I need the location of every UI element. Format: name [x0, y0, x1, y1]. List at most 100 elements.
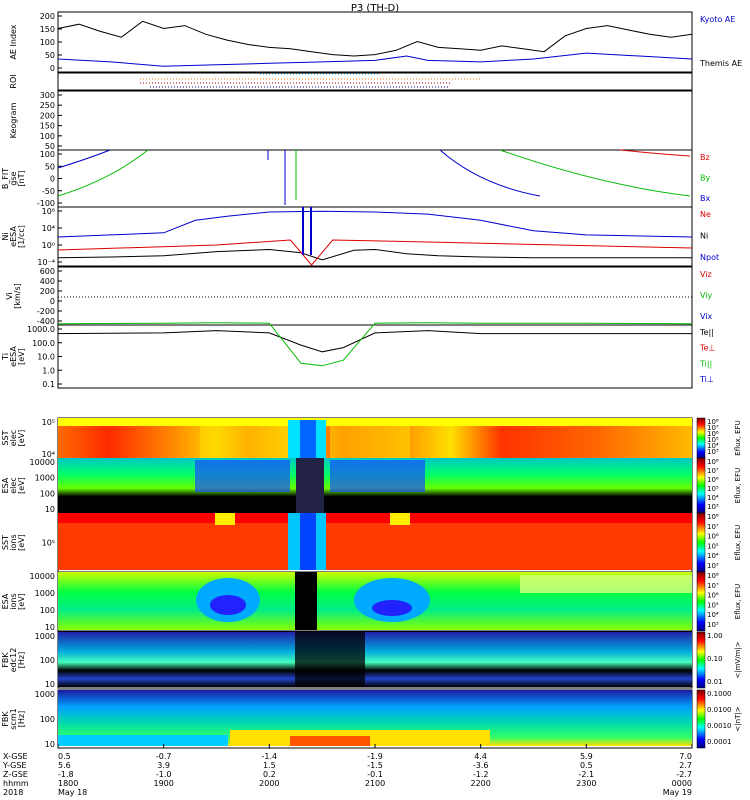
ylabel: Vi — [5, 292, 14, 300]
ytick-label: 10000 — [30, 458, 55, 467]
xaxis-value: 0.5 — [580, 761, 593, 770]
legend-entry: Ne — [700, 210, 711, 219]
ytick-label: 1.0 — [42, 366, 55, 375]
colorbar-tick: 0.01 — [707, 678, 723, 686]
xaxis-row-label: hhmm — [3, 779, 29, 788]
colorbar-tick: 1.00 — [707, 632, 723, 640]
ylabel: B_FIT — [1, 168, 10, 189]
ylabel: ROI — [9, 74, 18, 88]
colorbar-label: Eflux, EFU — [734, 468, 742, 503]
xaxis-value: -2.1 — [579, 770, 595, 779]
legend-entry: Npot — [700, 253, 719, 262]
series-bx2 — [439, 149, 541, 197]
ylabel: [Hz] — [17, 711, 26, 727]
xaxis-value: -1.4 — [262, 752, 278, 761]
legend-entry: By — [700, 174, 710, 183]
series-kyotoae — [57, 52, 693, 67]
colorbar-label: <|mV/m|> — [734, 641, 742, 678]
xaxis-value: 0.5 — [58, 752, 71, 761]
ytick-label: 0 — [50, 175, 55, 184]
colorbar-label: Eflux, EFU — [734, 584, 742, 619]
panel-frame — [57, 206, 693, 267]
ylabel: elec — [9, 477, 18, 493]
colorbar-label: Eflux, EFU — [734, 420, 742, 455]
ytick-label: 1000 — [35, 589, 55, 598]
xaxis-value: 1900 — [153, 779, 173, 788]
ytick-label: 10⁵ — [42, 539, 55, 548]
ylabel: [Hz] — [17, 652, 26, 668]
xaxis-value: 2300 — [576, 779, 596, 788]
ytick-label: 10⁴ — [42, 224, 55, 233]
ytick-label: 200 — [40, 12, 55, 21]
page-title: P3 (TH-D) — [351, 3, 399, 14]
colorbar-tick: 0.1000 — [707, 690, 732, 698]
ylabel: [eV] — [17, 477, 26, 494]
colorbar-tick: 10⁵ — [707, 542, 719, 550]
ylabel: Ti — [1, 353, 10, 361]
ytick-label: 1000 — [35, 474, 55, 483]
colorbar-tick: 10⁶ — [707, 533, 719, 541]
colorbar-tick: 10⁴ — [707, 442, 719, 450]
ytick-label: -100 — [37, 199, 55, 208]
xaxis-row-label: Y-GSE — [2, 761, 26, 770]
series-by — [57, 149, 149, 197]
panel-frame — [57, 324, 693, 389]
ylabel: [km/s] — [13, 283, 22, 309]
colorbar-tick: 10³ — [707, 621, 719, 629]
colorbar-scale — [696, 457, 706, 514]
ytick-label: 10.0 — [37, 353, 55, 362]
ytick-label: 10⁸ — [42, 207, 55, 216]
ytick-label: 150 — [40, 25, 55, 34]
ytick-label: 1000 — [35, 632, 55, 641]
series-by2 — [499, 149, 691, 197]
ylabel: scm1 — [9, 708, 18, 729]
xaxis-value: -1.5 — [367, 761, 383, 770]
colorbar-tick: 10⁴ — [707, 552, 719, 560]
x-axis: X-GSEY-GSEZ-GSEhhmm20180.55.6-1.81800May… — [2, 744, 693, 797]
colorbar-tick: 10⁶ — [707, 476, 719, 484]
roi-bars — [140, 73, 480, 88]
ytick-label: 50 — [45, 162, 55, 171]
xaxis-value: May 18 — [58, 788, 87, 797]
legend-entry: Viy — [700, 291, 713, 300]
ylabel: gse — [9, 171, 18, 185]
ytick-label: 10⁴ — [42, 450, 55, 459]
colorbar-tick: 10⁴ — [707, 611, 719, 619]
xaxis-value: 2000 — [259, 779, 279, 788]
xaxis-row-label: Z-GSE — [3, 770, 28, 779]
colorbar-scale — [696, 417, 706, 459]
xaxis-value: May 19 — [663, 788, 692, 797]
panel-bfit: B_FIT gse [nT] 100 50 0 -50 -100 Bz By Bx — [1, 149, 710, 208]
colorbar-tick: 10³ — [707, 562, 719, 570]
legend-entry: Bx — [700, 194, 710, 203]
ytick-label: 10 — [45, 740, 55, 749]
ylabel: eESA — [9, 226, 18, 247]
legend-entry: Themis AE — [699, 59, 742, 68]
ytick-label: 100.0 — [32, 339, 55, 348]
colorbar-tick: 10⁵ — [707, 436, 719, 444]
ytick-label: 400 — [40, 277, 55, 286]
legend-entry: Te|| — [699, 328, 714, 337]
colorbar-tick: 10⁷ — [707, 424, 719, 432]
ytick-label: 100 — [40, 606, 55, 615]
legend-entry: Ti⊥ — [699, 375, 714, 384]
panel-roi: ROI — [9, 72, 693, 91]
colorbar-scale — [696, 571, 706, 632]
colorbar-tick: 10⁸ — [707, 418, 719, 426]
ylabel: elec — [9, 430, 18, 446]
xaxis-value: 1.5 — [263, 761, 276, 770]
ylabel: Keogram — [9, 102, 18, 138]
ylabel: edc12 — [9, 648, 18, 673]
ytick-label: 10 — [45, 505, 55, 514]
colorbar-tick: 10³ — [707, 503, 719, 511]
ytick-label: 250 — [40, 101, 55, 110]
ylabel: SST — [1, 430, 10, 445]
legend-entry: Kyoto AE — [700, 15, 735, 24]
